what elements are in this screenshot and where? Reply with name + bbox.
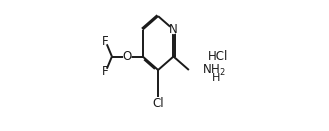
Circle shape bbox=[103, 38, 108, 44]
Text: F: F bbox=[102, 65, 109, 78]
Text: H: H bbox=[212, 73, 221, 83]
Circle shape bbox=[154, 99, 163, 108]
Circle shape bbox=[196, 65, 207, 75]
Text: F: F bbox=[102, 35, 109, 48]
Text: HCl: HCl bbox=[208, 50, 229, 63]
Text: NH$_2$: NH$_2$ bbox=[202, 62, 225, 78]
Text: N: N bbox=[169, 23, 178, 36]
Text: O: O bbox=[123, 50, 132, 63]
Text: Cl: Cl bbox=[152, 97, 164, 110]
Circle shape bbox=[170, 26, 177, 33]
Circle shape bbox=[124, 53, 131, 60]
Circle shape bbox=[103, 69, 108, 75]
